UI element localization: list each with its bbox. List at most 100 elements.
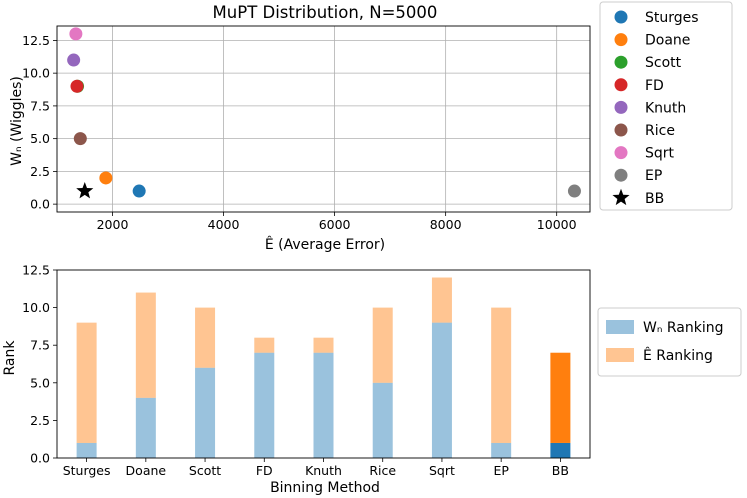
scatter-x-ticks: 2000 4000 6000 8000 10000 xyxy=(97,212,577,232)
scatter-legend-scott: Scott xyxy=(614,55,682,71)
legend-marker-circle xyxy=(614,123,628,137)
legend-label: Wₙ Ranking xyxy=(643,320,724,336)
legend-swatch xyxy=(606,348,634,362)
bar-wn-rice xyxy=(372,382,393,458)
bar-e-scott xyxy=(195,307,216,368)
bar-y-tick-label: 10.0 xyxy=(22,300,50,315)
scatter-legend-fd: FD xyxy=(614,78,664,94)
legend-label: Scott xyxy=(645,55,682,71)
scatter-x-axis-label: Ê (Average Error) xyxy=(265,235,385,253)
scatter-legend-rice: Rice xyxy=(614,123,675,139)
scatter-x-tick-label: 8000 xyxy=(430,217,462,232)
legend-marker-circle xyxy=(614,33,628,47)
scatter-chart-title: MuPT Distribution, N=5000 xyxy=(213,3,438,22)
scatter-legend-sqrt: Sqrt xyxy=(614,146,675,162)
bar-e-fd xyxy=(254,337,275,353)
bar-x-tick-label: Rice xyxy=(369,463,396,478)
bar-wn-sturges xyxy=(76,442,97,458)
bar-wn-scott xyxy=(195,367,216,458)
scatter-y-ticks: 0.0 2.5 5.0 7.5 10.0 12.5 xyxy=(22,33,57,212)
bar-marks xyxy=(76,277,571,458)
bar-e-sqrt xyxy=(431,277,452,323)
bar-e-doane xyxy=(135,292,156,398)
bar-wn-fd xyxy=(254,352,275,458)
scatter-point-knuth xyxy=(67,53,81,67)
scatter-x-tick-label: 6000 xyxy=(319,217,351,232)
legend-label: BB xyxy=(645,191,664,207)
scatter-legend-ep: EP xyxy=(614,168,662,184)
scatter-x-tick-label: 10000 xyxy=(537,217,577,232)
legend-swatch xyxy=(606,320,634,334)
legend-marker-circle xyxy=(614,146,628,160)
scatter-y-tick-label: 7.5 xyxy=(30,98,50,113)
bar-x-tick-label: Doane xyxy=(126,463,167,478)
bar-x-tick-label: Sqrt xyxy=(429,463,455,478)
scatter-points xyxy=(67,27,581,199)
legend-marker-circle xyxy=(614,55,628,69)
bar-e-sturges xyxy=(76,322,97,443)
scatter-chart: MuPT Distribution, N=5000 2000 4000 6000 80… xyxy=(9,3,591,253)
bar-x-tick-label: Knuth xyxy=(305,463,342,478)
scatter-y-tick-label: 10.0 xyxy=(22,66,50,81)
bar-legend-wn: Wₙ Ranking xyxy=(606,320,724,336)
scatter-point-ep xyxy=(567,184,581,198)
scatter-legend-knuth: Knuth xyxy=(614,100,686,116)
scatter-point-fd xyxy=(70,79,84,93)
scatter-legend-bb: BB xyxy=(612,188,664,207)
legend-label: Knuth xyxy=(645,100,686,116)
bar-wn-bb xyxy=(550,442,571,458)
scatter-x-tick-label: 2000 xyxy=(97,217,129,232)
scatter-point-bb xyxy=(76,182,94,199)
scatter-point-doane xyxy=(99,171,113,185)
bar-y-tick-label: 7.5 xyxy=(30,338,50,353)
legend-label: EP xyxy=(645,168,662,184)
scatter-legend-doane: Doane xyxy=(614,33,690,49)
bar-e-rice xyxy=(372,307,393,383)
bar-x-tick-label: EP xyxy=(493,463,509,478)
legend-label: Rice xyxy=(645,123,675,139)
legend-marker-star xyxy=(612,188,630,206)
bar-y-tick-label: 5.0 xyxy=(30,375,50,390)
legend-label: Sturges xyxy=(645,10,699,26)
scatter-plot-area xyxy=(56,25,591,213)
bar-y-tick-label: 2.5 xyxy=(30,413,50,428)
bar-wn-sqrt xyxy=(431,322,452,458)
scatter-y-tick-label: 2.5 xyxy=(30,164,50,179)
bar-x-axis-label: Binning Method xyxy=(270,480,380,496)
bar-chart: Sturges Doane Scott FD Knuth Rice Sqrt EP BB 0.0… xyxy=(2,263,591,496)
bar-x-tick-label: BB xyxy=(552,463,569,478)
legend-label: Doane xyxy=(645,33,690,49)
bar-wn-knuth xyxy=(313,352,334,458)
legend-marker-circle xyxy=(614,78,628,92)
bar-x-tick-label: FD xyxy=(256,463,273,478)
scatter-y-tick-label: 5.0 xyxy=(30,131,50,146)
scatter-x-tick-label: 4000 xyxy=(208,217,240,232)
bar-y-axis-label: Rank xyxy=(2,340,18,376)
scatter-y-tick-label: 0.0 xyxy=(30,197,50,212)
bar-e-ep xyxy=(491,307,512,443)
bar-e-knuth xyxy=(313,337,334,353)
legend-label: FD xyxy=(645,78,664,94)
scatter-gridlines xyxy=(57,26,590,212)
bar-legend: Wₙ Ranking Ê Ranking xyxy=(597,307,742,377)
bar-legend-e: Ê Ranking xyxy=(606,346,713,364)
bar-y-ticks: 0.0 2.5 5.0 7.5 10.0 12.5 xyxy=(22,263,57,466)
legend-marker-circle xyxy=(614,168,628,182)
legend-label: Ê Ranking xyxy=(643,346,713,364)
bar-x-ticks: Sturges Doane Scott FD Knuth Rice Sqrt EP BB xyxy=(63,458,569,478)
legend-marker-circle xyxy=(614,100,628,114)
bar-y-tick-label: 12.5 xyxy=(22,263,50,278)
scatter-point-sturges xyxy=(132,184,146,198)
bar-e-bb xyxy=(550,352,571,443)
bar-y-tick-label: 0.0 xyxy=(30,451,50,466)
bar-x-tick-label: Sturges xyxy=(63,463,111,478)
legend-marker-circle xyxy=(614,10,628,24)
scatter-y-tick-label: 12.5 xyxy=(22,33,50,48)
scatter-legend: Sturges Doane Scott FD Knuth Rice Sqrt EP BB xyxy=(599,1,733,211)
legend-label: Sqrt xyxy=(645,146,675,162)
scatter-legend-sturges: Sturges xyxy=(614,10,699,26)
bar-wn-ep xyxy=(491,442,512,458)
scatter-point-rice xyxy=(73,132,87,146)
bar-x-tick-label: Scott xyxy=(189,463,221,478)
